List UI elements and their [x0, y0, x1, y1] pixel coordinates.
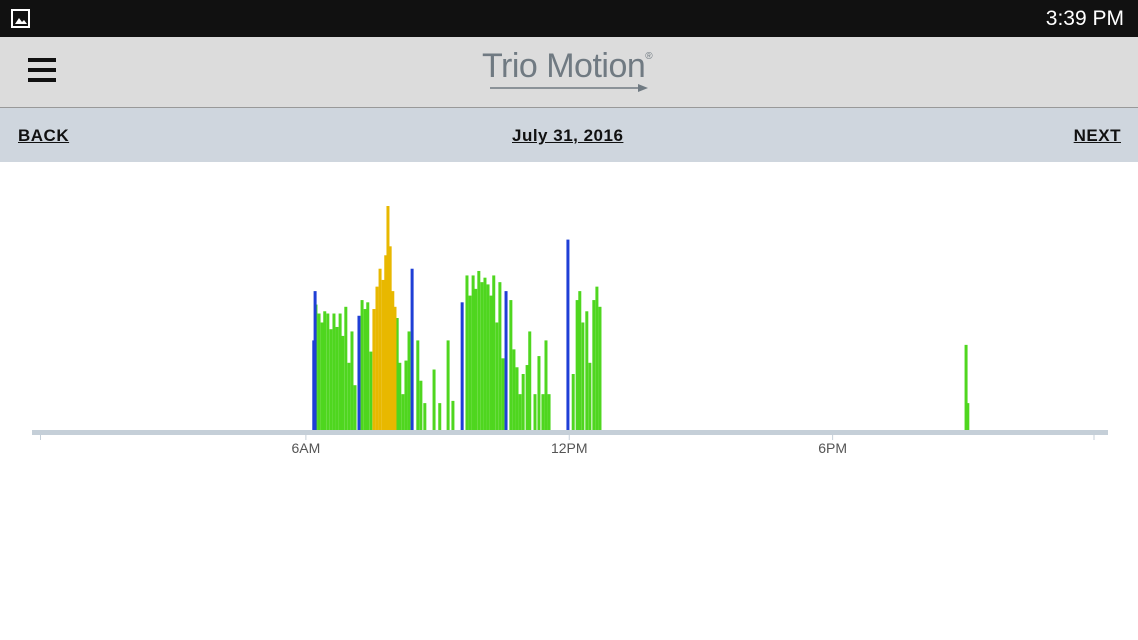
activity-bar	[515, 367, 519, 430]
activity-bar	[578, 291, 582, 430]
activity-bar	[341, 335, 345, 430]
activity-bar	[509, 300, 513, 430]
activity-bar	[384, 255, 388, 430]
activity-bar	[964, 344, 968, 430]
activity-bar	[501, 358, 505, 430]
logo-mark: ®	[645, 51, 653, 62]
status-bar: 3:39 PM	[0, 0, 1138, 37]
activity-bar	[438, 403, 442, 430]
activity-bar	[474, 288, 478, 430]
activity-bar	[468, 295, 472, 430]
activity-bar	[528, 331, 532, 430]
logo: Trio Motion®	[482, 47, 653, 86]
activity-bar	[581, 322, 585, 430]
activity-bar	[381, 279, 385, 430]
activity-bar	[489, 295, 493, 430]
activity-bar	[329, 329, 333, 430]
activity-bar	[347, 362, 351, 430]
activity-bar	[518, 394, 522, 430]
activity-bar	[571, 374, 575, 430]
activity-bar	[391, 291, 395, 430]
activity-bar	[386, 206, 390, 430]
next-button[interactable]: NEXT	[1073, 126, 1121, 145]
activity-bar	[575, 300, 579, 430]
activity-bar	[588, 362, 592, 430]
activity-bar	[407, 331, 411, 430]
activity-bar	[410, 268, 414, 430]
activity-bar	[512, 349, 516, 430]
activity-bar	[504, 291, 508, 430]
activity-bar	[388, 246, 392, 430]
activity-bar	[966, 403, 970, 430]
gallery-icon	[11, 9, 30, 28]
activity-bar	[357, 315, 361, 430]
logo-arrow	[490, 84, 648, 92]
x-axis-band	[32, 430, 1108, 435]
activity-bar	[595, 286, 599, 430]
activity-bar	[451, 400, 455, 430]
activity-bar	[344, 306, 348, 430]
activity-bar	[446, 340, 450, 430]
app-header: Trio Motion®	[0, 37, 1138, 108]
activity-bar	[317, 313, 321, 430]
activity-bar	[372, 309, 376, 430]
activity-bar	[419, 380, 423, 430]
activity-bar	[369, 351, 373, 430]
activity-bar	[525, 365, 529, 430]
activity-bar	[480, 282, 484, 430]
activity-bar	[332, 313, 336, 430]
activity-bar	[353, 385, 357, 430]
activity-bar	[533, 394, 537, 430]
activity-bar	[360, 300, 364, 430]
x-tick-label: 6AM	[291, 440, 320, 456]
activity-bar	[378, 268, 382, 430]
activity-bar	[477, 270, 481, 430]
activity-bar	[393, 306, 397, 430]
x-tick-label: 12PM	[551, 440, 588, 456]
activity-bar	[465, 275, 469, 430]
activity-bar	[547, 394, 551, 430]
activity-bar	[323, 311, 327, 430]
activity-bar	[404, 360, 408, 430]
activity-bar	[375, 286, 379, 430]
activity-bar	[432, 369, 436, 430]
activity-bar	[398, 362, 402, 430]
activity-chart: 6AM 12PM 6PM	[32, 206, 1108, 456]
activity-bar	[492, 275, 496, 430]
activity-bar	[498, 282, 502, 430]
activity-bar	[366, 302, 370, 430]
clock: 3:39 PM	[1045, 7, 1124, 30]
activity-bar	[401, 394, 405, 430]
activity-bar	[326, 313, 330, 430]
activity-bar	[338, 313, 342, 430]
back-button[interactable]: BACK	[18, 126, 70, 145]
activity-bar	[395, 318, 399, 430]
activity-bar	[537, 356, 541, 430]
activity-bar	[320, 322, 324, 430]
x-tick-label: 6PM	[818, 440, 847, 456]
activity-bar	[585, 311, 589, 430]
activity-bar	[495, 322, 499, 430]
activity-bar	[486, 284, 490, 430]
date-nav: BACK July 31, 2016 NEXT	[0, 108, 1138, 162]
activity-bar	[416, 340, 420, 430]
activity-bar	[566, 239, 570, 430]
activity-bar	[592, 300, 596, 430]
activity-bar	[521, 374, 525, 430]
date-label: July 31, 2016	[512, 126, 624, 145]
activity-bar	[483, 277, 487, 430]
activity-bar	[335, 326, 339, 430]
activity-bar	[423, 403, 427, 430]
activity-bar	[541, 394, 545, 430]
activity-bar	[598, 306, 602, 430]
logo-text: Trio Motion	[482, 47, 646, 85]
activity-bar	[544, 340, 548, 430]
menu-button[interactable]	[28, 58, 62, 88]
activity-bar	[363, 309, 367, 430]
activity-bar	[460, 302, 464, 430]
activity-bar	[350, 331, 354, 430]
activity-bar	[471, 275, 475, 430]
activity-bar	[313, 291, 317, 430]
